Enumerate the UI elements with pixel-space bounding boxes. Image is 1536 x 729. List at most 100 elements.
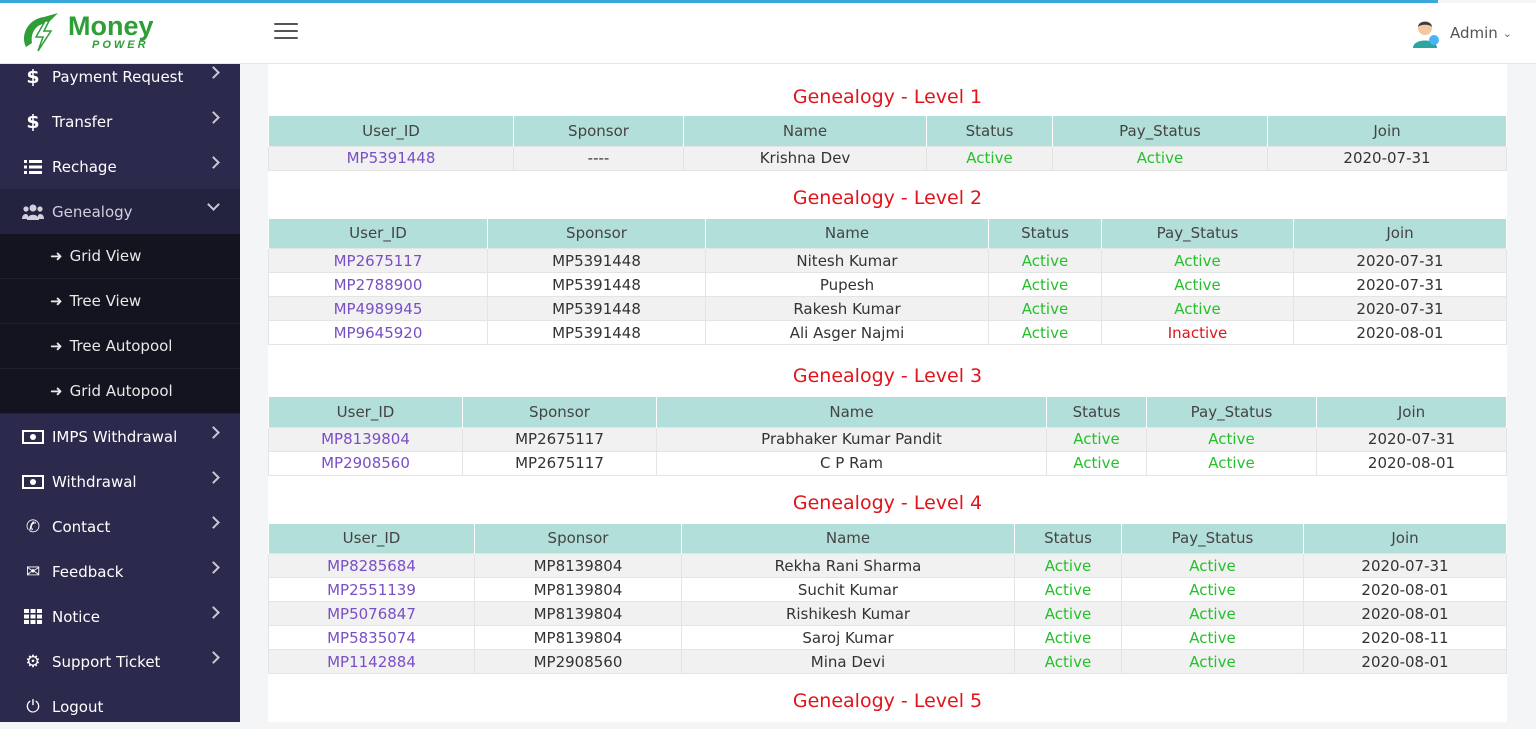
table-row: MP1142884 MP2908560 Mina Devi Active Act… (268, 649, 1507, 674)
sidebar-item-genealogy[interactable]: Genealogy (0, 189, 240, 234)
pay-status-cell: Active (1121, 649, 1304, 674)
column-header: Pay_Status (1146, 397, 1317, 427)
arrow-right-icon: ➜ (50, 337, 63, 355)
user-id-link[interactable]: MP4989945 (268, 296, 488, 321)
column-header: Sponsor (462, 397, 657, 427)
column-header: User_ID (268, 523, 475, 554)
sidebar-item-rechage[interactable]: Rechage (0, 144, 240, 189)
pay-status-cell: Active (1146, 426, 1317, 452)
sponsor-cell: MP8139804 (474, 601, 682, 626)
user-id-link[interactable]: MP2675117 (268, 248, 488, 273)
chevron-right-icon (207, 471, 220, 484)
pay-status-cell: Active (1146, 450, 1317, 476)
column-header: Join (1316, 397, 1507, 427)
pay-status-cell: Active (1121, 625, 1304, 650)
column-header: Status (988, 218, 1102, 249)
name-cell: Mina Devi (681, 649, 1015, 674)
sidebar: $ Payment Request $ Transfer Rechage Gen… (0, 64, 240, 722)
submenu-item-tree-autopool[interactable]: ➜ Tree Autopool (0, 324, 240, 369)
sidebar-item-notice[interactable]: Notice (0, 594, 240, 639)
column-header: Status (1046, 397, 1147, 427)
sidebar-item-feedback[interactable]: ✉ Feedback (0, 549, 240, 594)
submenu-item-label: Grid View (69, 247, 142, 265)
status-cell: Active (988, 272, 1102, 297)
table-row: MP2788900 MP5391448 Pupesh Active Active… (268, 272, 1507, 297)
sidebar-item-contact[interactable]: ✆ Contact (0, 504, 240, 549)
join-cell: 2020-07-31 (1293, 296, 1507, 321)
column-header: Pay_Status (1121, 523, 1304, 554)
top-accent-line (0, 0, 1438, 3)
column-header: Pay_Status (1052, 116, 1268, 146)
logo[interactable]: Money POWER (18, 9, 178, 59)
sidebar-item-transfer[interactable]: $ Transfer (0, 99, 240, 144)
money-icon (20, 429, 46, 444)
column-header: Sponsor (487, 218, 706, 249)
submenu-item-grid-view[interactable]: ➜ Grid View (0, 234, 240, 279)
table-row: MP8139804 MP2675117 Prabhaker Kumar Pand… (268, 426, 1507, 452)
sidebar-item-logout[interactable]: ⏻ Logout (0, 684, 240, 729)
join-cell: 2020-07-31 (1293, 272, 1507, 297)
user-id-link[interactable]: MP1142884 (268, 649, 475, 674)
power-icon: ⏻ (26, 696, 40, 717)
column-header: Name (683, 116, 927, 146)
user-id-link[interactable]: MP2908560 (268, 450, 463, 476)
sidebar-item-label: Payment Request (52, 67, 184, 86)
sidebar-item-support-ticket[interactable]: ⚙ Support Ticket (0, 639, 240, 684)
user-id-link[interactable]: MP8285684 (268, 553, 475, 578)
name-cell: Pupesh (705, 272, 989, 297)
logo-tagline: POWER (92, 39, 149, 51)
user-id-link[interactable]: MP9645920 (268, 320, 488, 345)
join-cell: 2020-08-01 (1303, 577, 1507, 602)
status-cell: Active (1014, 649, 1122, 674)
genealogy-table-level-1: User_ID Sponsor Name Status Pay_Status J… (268, 116, 1507, 171)
user-id-link[interactable]: MP2788900 (268, 272, 488, 297)
user-id-link[interactable]: MP5391448 (268, 145, 514, 171)
sponsor-cell: MP2675117 (462, 450, 657, 476)
column-header: Pay_Status (1101, 218, 1294, 249)
user-id-link[interactable]: MP5076847 (268, 601, 475, 626)
submenu-item-tree-view[interactable]: ➜ Tree View (0, 279, 240, 324)
sidebar-item-payment-request[interactable]: $ Payment Request (0, 54, 240, 99)
pay-status-cell: Active (1121, 553, 1304, 578)
logo-name: Money (68, 11, 154, 41)
sidebar-item-label: Logout (52, 697, 104, 716)
level-title: Genealogy - Level 2 (792, 186, 983, 209)
name-cell: Saroj Kumar (681, 625, 1015, 650)
user-menu[interactable]: Admin ⌄ (1410, 13, 1512, 53)
column-header: User_ID (268, 397, 463, 427)
level-title: Genealogy - Level 4 (792, 491, 983, 514)
money-icon (20, 474, 46, 489)
status-cell: Active (1014, 577, 1122, 602)
genealogy-table-level-4: User_ID Sponsor Name Status Pay_Status J… (268, 523, 1507, 674)
menu-toggle-icon[interactable] (274, 23, 298, 43)
chevron-right-icon (207, 111, 220, 124)
name-cell: Prabhaker Kumar Pandit (656, 426, 1047, 452)
sponsor-cell: MP8139804 (474, 577, 682, 602)
sponsor-cell: MP5391448 (487, 248, 706, 273)
grid-icon (20, 609, 46, 624)
pay-status-cell: Active (1121, 577, 1304, 602)
sidebar-item-imps-withdrawal[interactable]: IMPS Withdrawal (0, 414, 240, 459)
join-cell: 2020-08-01 (1303, 601, 1507, 626)
genealogy-table-level-2: User_ID Sponsor Name Status Pay_Status J… (268, 218, 1507, 345)
join-cell: 2020-08-11 (1303, 625, 1507, 650)
user-id-link[interactable]: MP2551139 (268, 577, 475, 602)
user-id-link[interactable]: MP8139804 (268, 426, 463, 452)
chevron-right-icon (207, 156, 220, 169)
submenu-item-grid-autopool[interactable]: ➜ Grid Autopool (0, 369, 240, 414)
column-header: User_ID (268, 218, 488, 249)
column-header: Join (1267, 116, 1507, 146)
sponsor-cell: MP5391448 (487, 272, 706, 297)
chevron-right-icon (207, 561, 220, 574)
table-row: MP5391448 ---- Krishna Dev Active Active… (268, 145, 1507, 171)
pay-status-cell: Active (1101, 296, 1294, 321)
name-cell: Rekha Rani Sharma (681, 553, 1015, 578)
sidebar-item-withdrawal[interactable]: Withdrawal (0, 459, 240, 504)
name-cell: Rakesh Kumar (705, 296, 989, 321)
status-cell: Active (1046, 450, 1147, 476)
user-id-link[interactable]: MP5835074 (268, 625, 475, 650)
level-title: Genealogy - Level 3 (792, 365, 983, 387)
level-title: Genealogy - Level 5 (792, 690, 983, 712)
phone-icon: ✆ (25, 516, 41, 537)
sponsor-cell: MP2908560 (474, 649, 682, 674)
